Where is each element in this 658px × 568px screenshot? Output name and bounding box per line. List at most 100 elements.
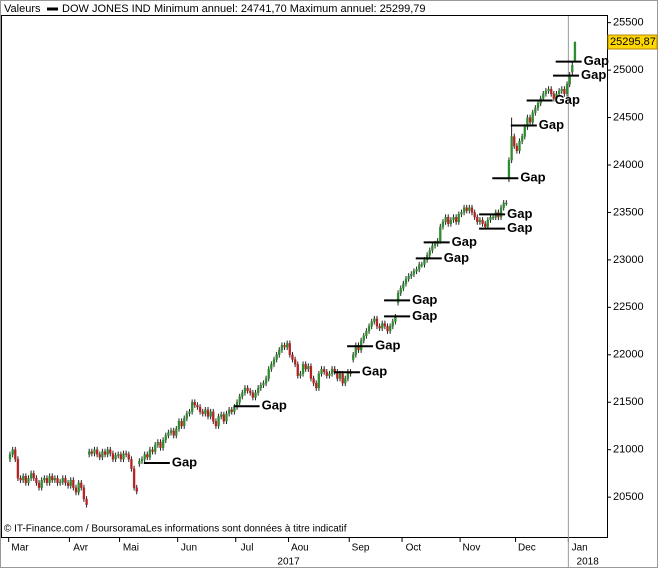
y-tick-label: 25000 — [613, 64, 644, 76]
candle-body — [410, 273, 413, 277]
y-tick-label: 22500 — [613, 301, 644, 313]
candle-body — [407, 275, 410, 280]
candle-body — [183, 418, 186, 427]
candle-body — [98, 454, 101, 458]
candle-body — [106, 449, 109, 455]
y-tick-label: 21500 — [613, 396, 644, 408]
candle-body — [507, 160, 511, 180]
candle-body — [486, 219, 489, 227]
candle-body — [344, 378, 347, 384]
candle-body — [330, 368, 334, 374]
candle-body — [259, 385, 262, 389]
candle-body — [304, 364, 307, 370]
candle-body — [167, 432, 170, 436]
candle-body — [72, 479, 75, 488]
candle-body — [418, 264, 421, 270]
candle-body — [428, 250, 431, 256]
candle-body — [175, 428, 178, 436]
candle-body — [444, 217, 447, 223]
candle-body — [156, 441, 159, 446]
x-tick-label: Jul — [241, 543, 254, 554]
candle-body — [565, 84, 569, 94]
candle-body — [505, 202, 508, 205]
candle-body — [394, 316, 397, 322]
candle-body — [270, 364, 273, 370]
candle-body — [148, 449, 152, 458]
candle-body — [560, 88, 563, 92]
candle-body — [528, 117, 532, 123]
candle-body — [404, 278, 408, 284]
candle-body — [40, 479, 43, 488]
candle-body — [323, 368, 326, 373]
candle-body — [19, 478, 22, 481]
candle-body — [122, 453, 125, 460]
candle-body — [146, 454, 149, 458]
candle-body — [552, 93, 555, 99]
candle-body — [32, 473, 35, 479]
candle-body — [198, 406, 202, 412]
candle-body — [77, 482, 80, 493]
gap-label: Gap — [520, 170, 545, 185]
candle-body — [315, 383, 318, 389]
gap-label: Gap — [507, 220, 532, 235]
candle-body — [249, 390, 252, 393]
candle-body — [515, 145, 519, 151]
footer: © IT-Finance.com / BoursoramaLes informa… — [4, 524, 347, 535]
candle-body — [95, 449, 99, 455]
candle-body — [233, 406, 236, 412]
candle-body — [59, 481, 62, 484]
candle-body — [502, 202, 505, 208]
candle-body — [16, 459, 20, 479]
candle-body — [481, 219, 484, 224]
candle-body — [11, 449, 14, 455]
candle-body — [220, 414, 223, 417]
candle-body — [66, 482, 70, 486]
candle-body — [93, 449, 96, 454]
candle-body — [127, 454, 130, 460]
candle-body — [557, 90, 561, 94]
candle-body — [455, 217, 458, 223]
header-label: Valeurs — [4, 3, 41, 15]
candle-body — [45, 478, 49, 484]
candle-body — [191, 402, 194, 412]
year-label: 2017 — [277, 557, 300, 568]
candle-body — [267, 368, 270, 379]
candle-body — [491, 217, 495, 219]
candle-body — [143, 454, 146, 460]
candle-body — [159, 441, 162, 448]
candle-body — [61, 478, 64, 483]
candle-body — [185, 413, 189, 419]
candle-body — [489, 217, 492, 221]
candle-body — [201, 411, 204, 414]
candle-body — [460, 212, 463, 215]
candle-body — [212, 411, 215, 422]
candle-body — [571, 65, 574, 73]
candle-body — [193, 402, 196, 406]
candle-body — [140, 459, 144, 462]
candle-body — [14, 449, 17, 460]
candle-body — [254, 392, 257, 398]
x-tick-label: Avr — [73, 543, 88, 554]
y-tick-label: 22000 — [613, 349, 644, 361]
candle-body — [296, 364, 299, 376]
candle-body — [383, 323, 387, 327]
candle-body — [206, 409, 210, 417]
candle-body — [462, 207, 466, 213]
candle-body — [420, 264, 423, 266]
candle-body — [151, 449, 154, 452]
x-tick-label: Oct — [406, 543, 422, 554]
candle-body — [272, 359, 276, 365]
candle-body — [227, 409, 231, 414]
gap-label: Gap — [412, 308, 437, 323]
candle-body — [74, 487, 78, 493]
candle-body — [64, 478, 67, 484]
candle-body — [85, 498, 88, 505]
x-tick-label: Nov — [463, 543, 481, 554]
candle-body — [188, 411, 191, 414]
last-value-box — [607, 34, 658, 50]
gap-label: Gap — [584, 53, 609, 68]
candle-body — [526, 117, 529, 128]
candle-body — [439, 226, 442, 242]
candle-body — [518, 141, 521, 151]
